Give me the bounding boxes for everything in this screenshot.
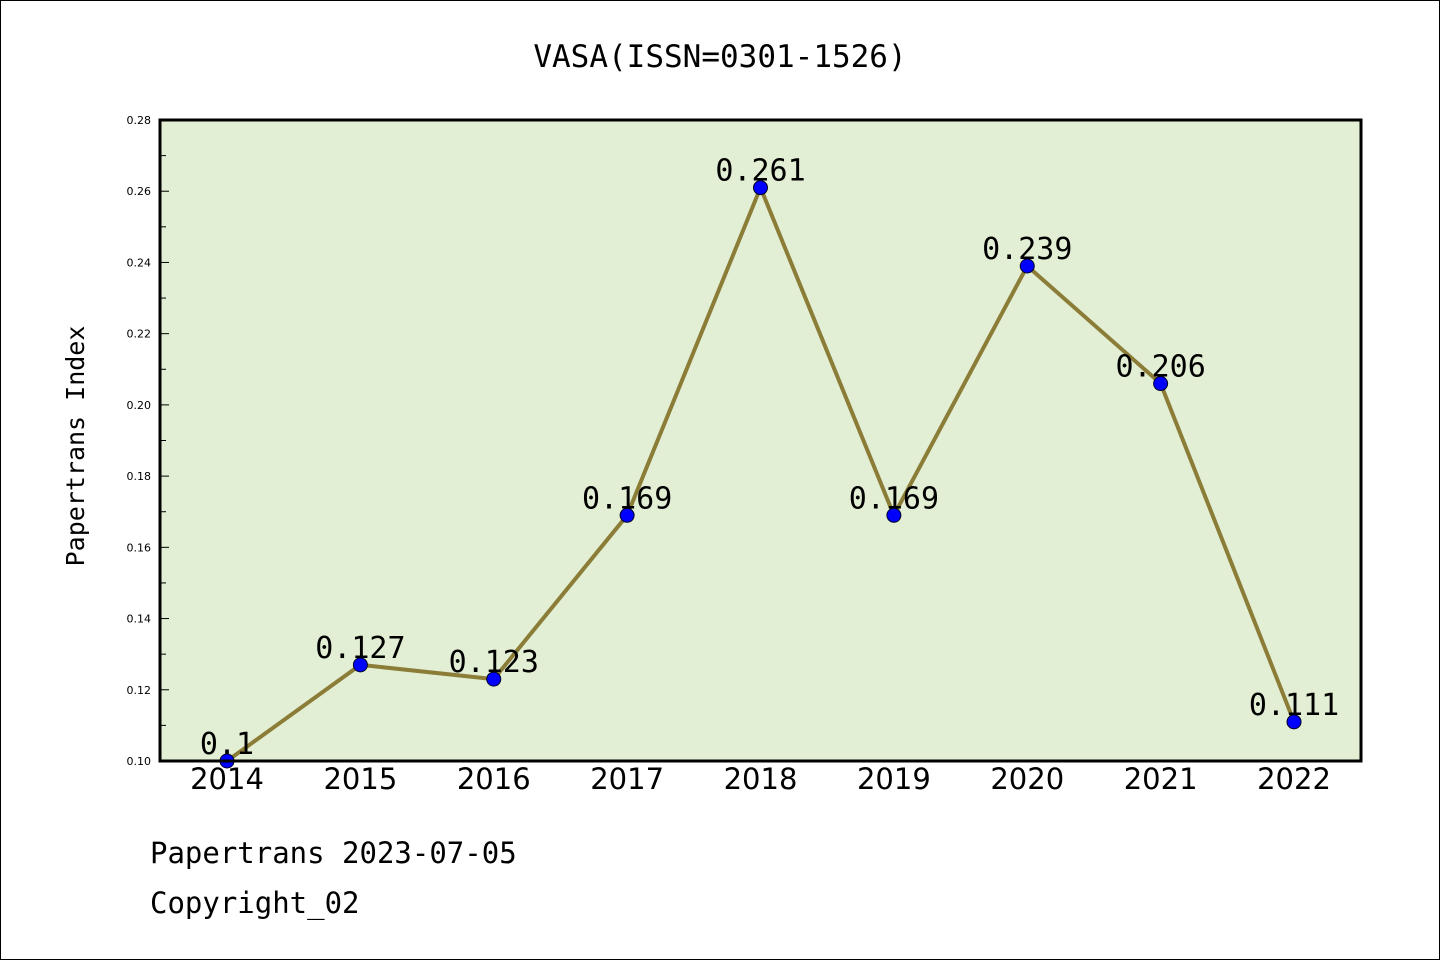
y-tick-label: 0.14: [127, 613, 152, 626]
data-point-marker: [753, 180, 768, 196]
y-axis-ticks: 0.10 0.12 0.14 0.16 0.18 0.20 0.22 0.24 0.26 0.28: [127, 114, 169, 768]
data-value-label: 0.1: [200, 727, 254, 762]
data-point-marker: [486, 671, 502, 687]
x-tick-label: 2019: [857, 762, 931, 796]
y-tick-label: 0.12: [127, 684, 152, 697]
x-axis-ticks: 2014 2015 2016 2017 2018 2019 2020 2021 2022: [190, 762, 1331, 796]
x-tick-label: 2021: [1124, 762, 1198, 796]
y-tick-label: 0.24: [127, 256, 152, 269]
y-tick-label: 0.10: [127, 755, 152, 768]
data-value-label: 0.206: [1115, 350, 1205, 385]
plot-area: [160, 120, 1361, 761]
data-point-marker: [886, 507, 902, 523]
y-tick-label: 0.16: [127, 541, 152, 554]
data-point-marker: [1286, 714, 1302, 730]
plot-border: [158, 118, 1363, 763]
data-value-label: 0.239: [982, 232, 1072, 267]
x-tick-label: 2016: [457, 762, 531, 796]
chart-title: VASA(ISSN=0301-1526): [533, 39, 906, 75]
x-tick-label: 2022: [1257, 762, 1331, 796]
y-tick-label: 0.20: [127, 399, 152, 412]
y-tick-label: 0.18: [127, 470, 152, 483]
footer-date: Papertrans 2023-07-05: [150, 836, 517, 870]
data-point-marker: [1153, 376, 1169, 392]
y-axis-label: Papertrans Index: [61, 326, 90, 567]
data-points: [219, 180, 1302, 769]
data-point-marker: [619, 507, 635, 523]
data-value-label: 0.169: [849, 481, 939, 516]
x-tick-label: 2015: [323, 762, 397, 796]
data-value-label: 0.111: [1249, 688, 1339, 723]
x-tick-label: 2018: [724, 762, 798, 796]
x-tick-label: 2017: [590, 762, 664, 796]
y-tick-label: 0.26: [127, 185, 152, 198]
data-value-label: 0.261: [715, 154, 805, 189]
footer-copyright: Copyright_02: [150, 886, 360, 920]
data-labels: 0.1 0.127 0.123 0.169 0.261 0.169 0.239 0.206 0.…: [200, 154, 1339, 762]
data-point-marker: [352, 657, 368, 673]
y-tick-label: 0.28: [127, 114, 152, 127]
data-value-label: 0.123: [449, 645, 539, 680]
data-value-label: 0.127: [315, 631, 405, 666]
y-tick-label: 0.22: [127, 328, 152, 341]
x-tick-label: 2020: [990, 762, 1064, 796]
data-value-label: 0.169: [582, 481, 672, 516]
data-point-marker: [1019, 258, 1035, 274]
